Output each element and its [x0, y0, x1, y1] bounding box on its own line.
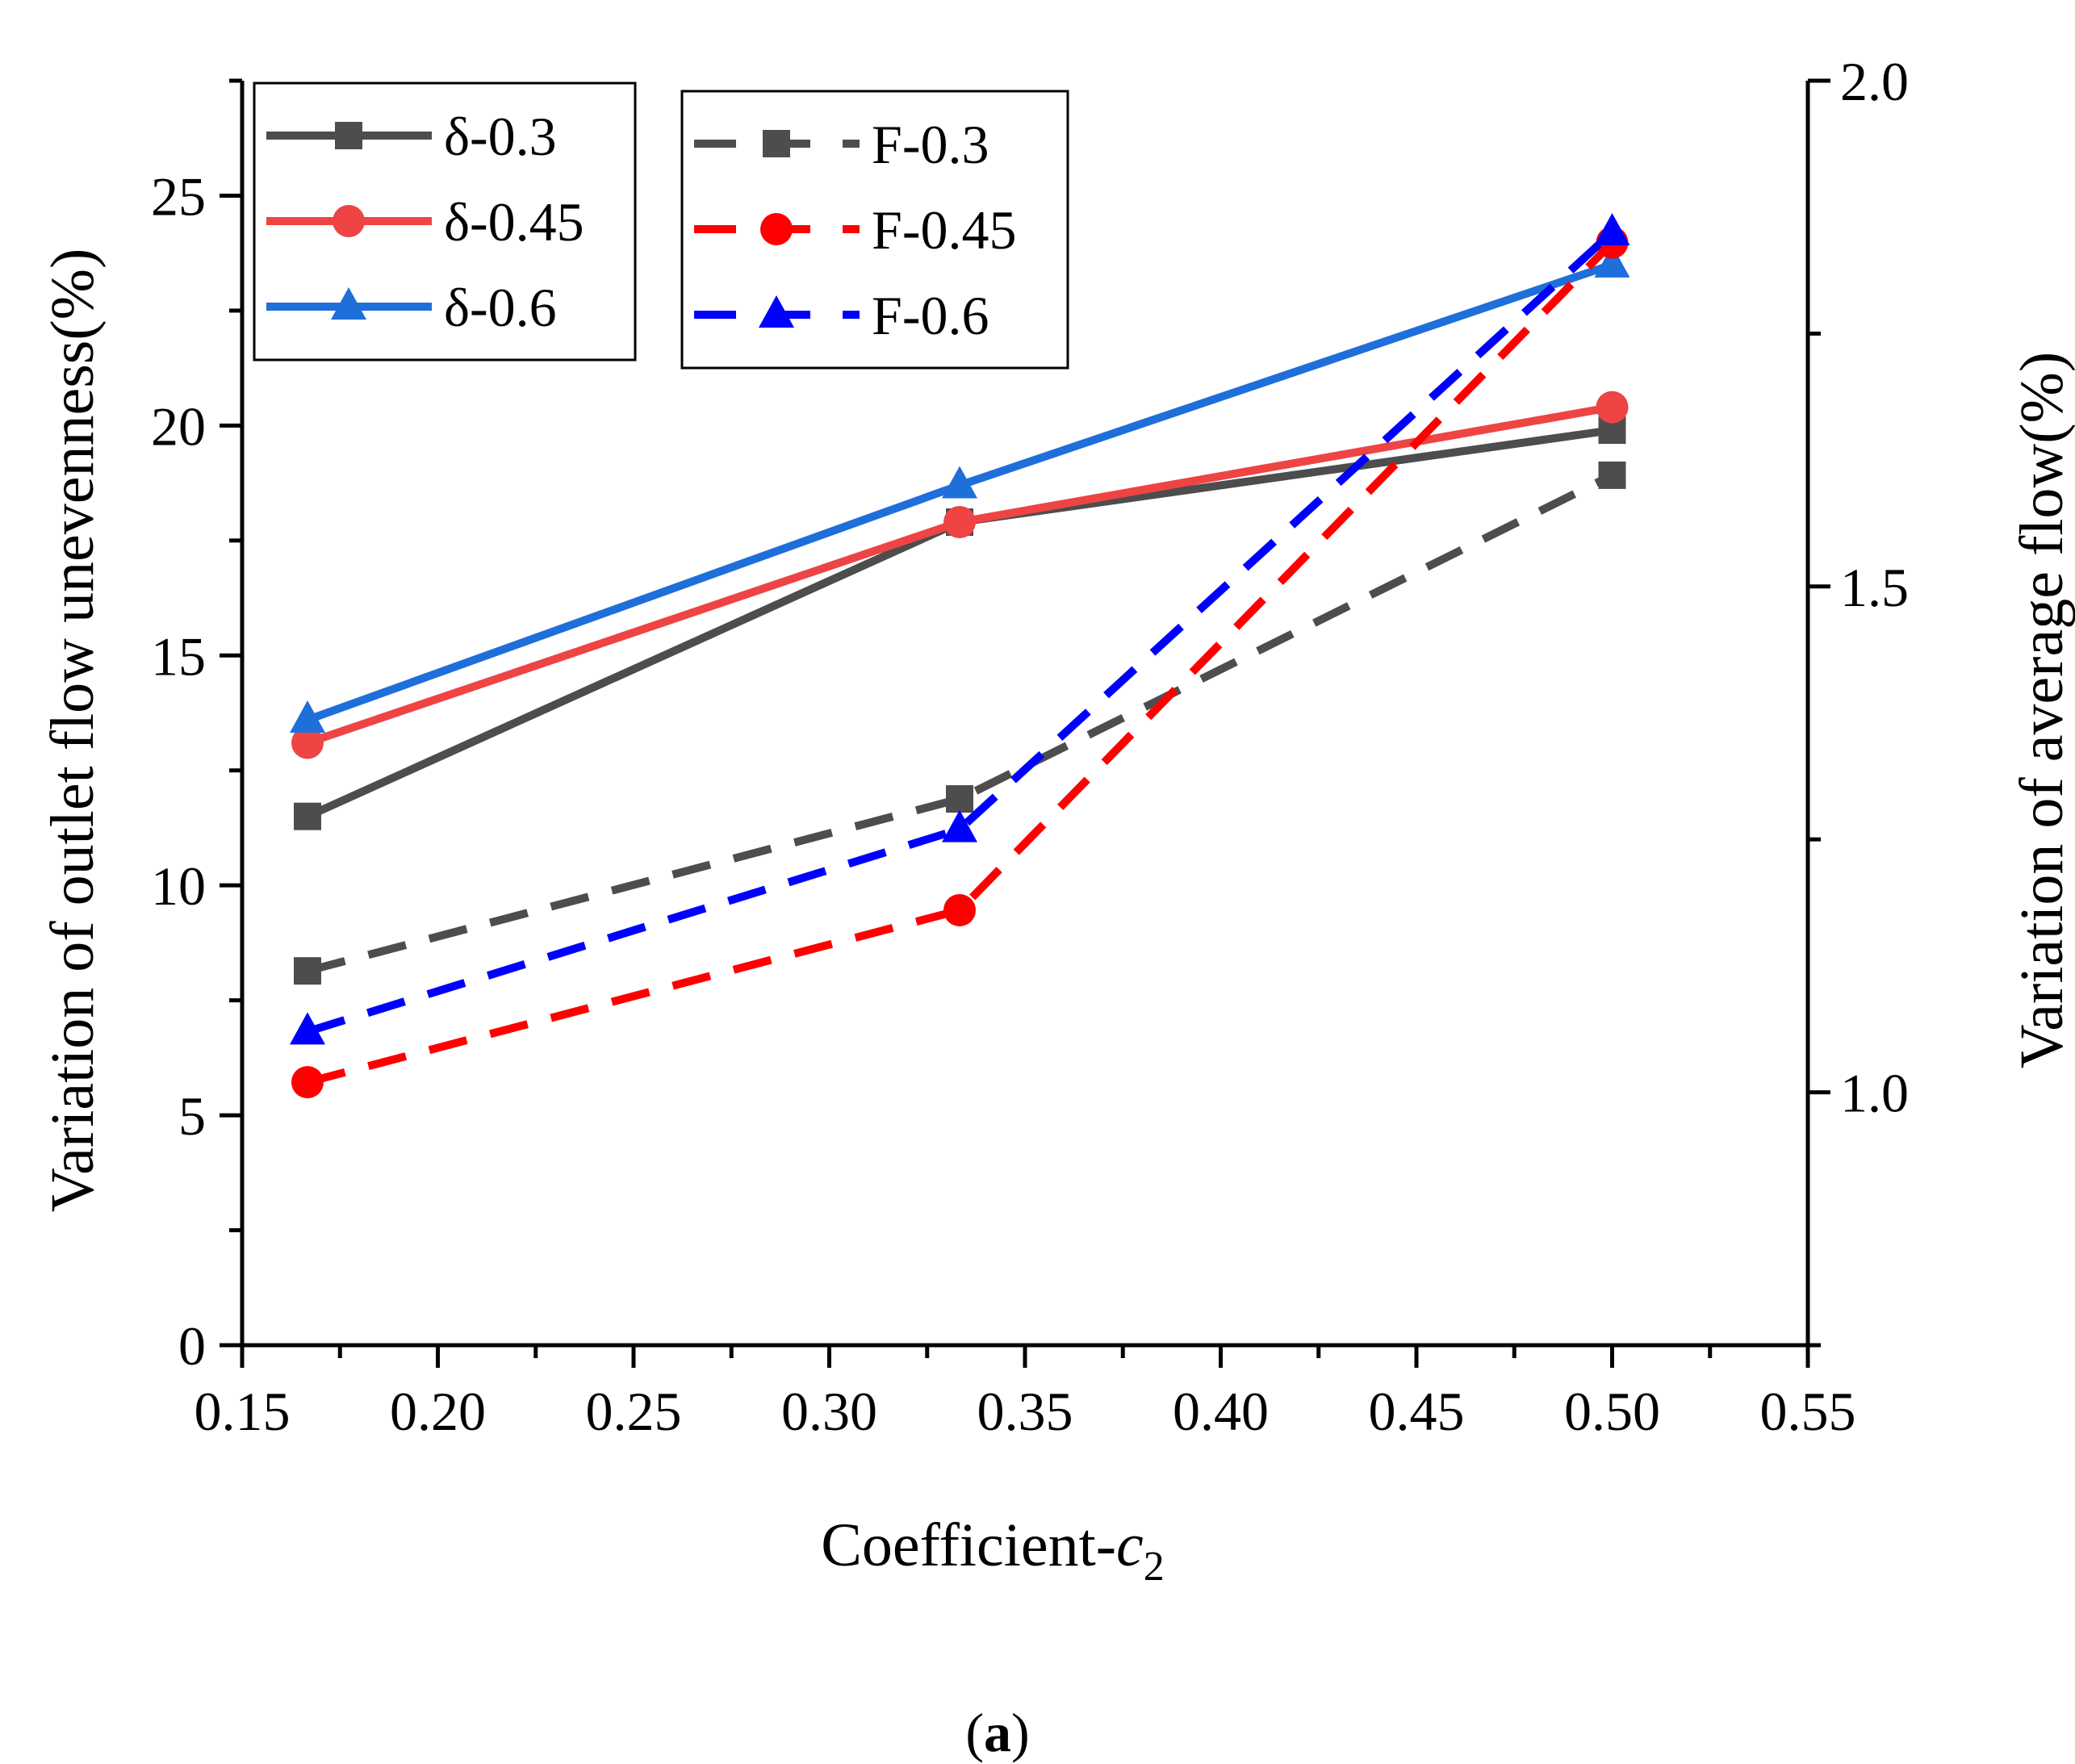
data-point — [289, 700, 325, 734]
legend-swatch-marker — [331, 287, 366, 320]
series-line — [306, 240, 1616, 1086]
data-point — [942, 466, 978, 499]
legend-label: δ-0.6 — [444, 277, 557, 338]
data-point — [293, 957, 321, 985]
data-point — [293, 802, 321, 830]
y-right-axis-title: Variation of average flow(%) — [2008, 352, 2075, 1068]
data-point — [1596, 391, 1629, 424]
y-left-axis-ticks: 0 5 10 15 20 25 — [151, 78, 242, 1377]
x-tick-label: 0.35 — [977, 1381, 1073, 1442]
series-δ-0.6 — [289, 245, 1630, 734]
series-δ-0.45 — [291, 391, 1629, 759]
legend-swatch-marker — [763, 130, 790, 157]
legend-label: F-0.45 — [872, 199, 1016, 261]
legend-label: F-0.3 — [872, 114, 989, 175]
legend-swatch-marker — [759, 295, 794, 328]
data-point — [943, 893, 977, 926]
series-layer — [289, 213, 1630, 1099]
y-right-tick-label: 1.0 — [1840, 1063, 1909, 1124]
series-F-0.3 — [293, 461, 1626, 985]
legend-label: δ-0.45 — [444, 191, 584, 253]
legend-label: δ-0.3 — [444, 106, 557, 167]
x-axis-title-variable: c — [1116, 1511, 1144, 1579]
y-right-tick-label: 2.0 — [1840, 51, 1909, 112]
y-left-tick-label: 10 — [151, 855, 206, 917]
series-line — [306, 229, 1615, 1036]
data-point — [946, 785, 974, 813]
x-tick-label: 0.25 — [586, 1381, 682, 1442]
x-axis-ticks: 0.15 0.20 0.25 0.30 0.35 0.40 0.45 0.50 0.55 — [195, 1345, 1856, 1442]
y-left-tick-label: 15 — [151, 625, 206, 687]
y-right-axis-ticks: 1.0 1.5 2.0 — [1808, 51, 1909, 1348]
x-axis-title: Coefficient-c2 — [821, 1511, 1165, 1590]
y-left-axis-title: Variation of outlet flow unevenness(%) — [39, 249, 107, 1213]
data-point — [291, 1066, 324, 1099]
legend-f-border — [680, 90, 1069, 370]
legend-swatch-marker — [333, 205, 365, 237]
y-left-tick-label: 20 — [151, 395, 206, 457]
y-left-tick-label: 25 — [151, 165, 206, 227]
legend-swatch-marker — [335, 122, 362, 149]
data-point — [943, 506, 977, 539]
legend-delta: δ-0.3 δ-0.45 δ-0.6 — [253, 82, 637, 362]
legend-swatch-marker — [760, 213, 793, 245]
legend-label: F-0.6 — [872, 285, 989, 346]
x-tick-label: 0.50 — [1564, 1381, 1660, 1442]
x-tick-label: 0.55 — [1760, 1381, 1856, 1442]
y-left-tick-label: 0 — [178, 1315, 206, 1377]
data-point — [291, 726, 324, 759]
x-tick-label: 0.20 — [390, 1381, 486, 1442]
data-point — [289, 1012, 325, 1045]
series-line — [306, 471, 1614, 976]
x-tick-label: 0.45 — [1369, 1381, 1465, 1442]
data-point — [942, 809, 978, 842]
x-tick-label: 0.40 — [1173, 1381, 1269, 1442]
series-F-0.6 — [289, 213, 1630, 1045]
x-tick-label: 0.30 — [781, 1381, 877, 1442]
figure-caption-letter: a — [984, 1702, 1011, 1763]
y-right-tick-label: 1.5 — [1840, 557, 1909, 618]
legend-layer: δ-0.3 δ-0.45 δ-0.6 F-0.3 F-0.45 F-0.6 — [253, 82, 1069, 370]
data-point — [1598, 461, 1626, 489]
legend-f: F-0.3 F-0.45 F-0.6 — [680, 90, 1069, 370]
data-point — [1594, 245, 1630, 278]
data-point — [1594, 213, 1630, 246]
x-axis-title-subscript: 2 — [1144, 1544, 1165, 1590]
y-left-tick-label: 5 — [178, 1085, 206, 1147]
figure-caption: (a) — [965, 1702, 1029, 1763]
x-tick-label: 0.15 — [195, 1381, 291, 1442]
